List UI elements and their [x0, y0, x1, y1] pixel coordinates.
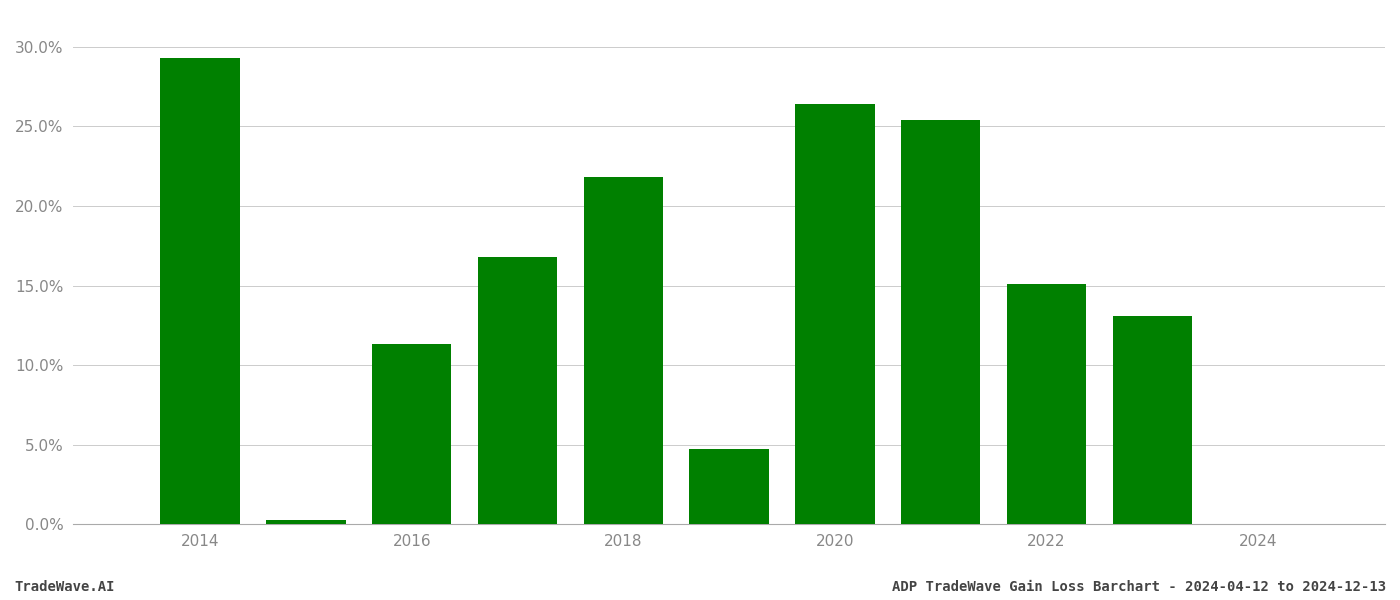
Bar	[477, 257, 557, 524]
Bar	[902, 120, 980, 524]
Bar	[1113, 316, 1191, 524]
Text: ADP TradeWave Gain Loss Barchart - 2024-04-12 to 2024-12-13: ADP TradeWave Gain Loss Barchart - 2024-…	[892, 580, 1386, 594]
Text: TradeWave.AI: TradeWave.AI	[14, 580, 115, 594]
Bar	[584, 178, 664, 524]
Bar	[372, 344, 451, 524]
Bar	[689, 449, 769, 524]
Bar	[1007, 284, 1086, 524]
Bar	[161, 58, 239, 524]
Bar	[266, 520, 346, 524]
Bar	[795, 104, 875, 524]
